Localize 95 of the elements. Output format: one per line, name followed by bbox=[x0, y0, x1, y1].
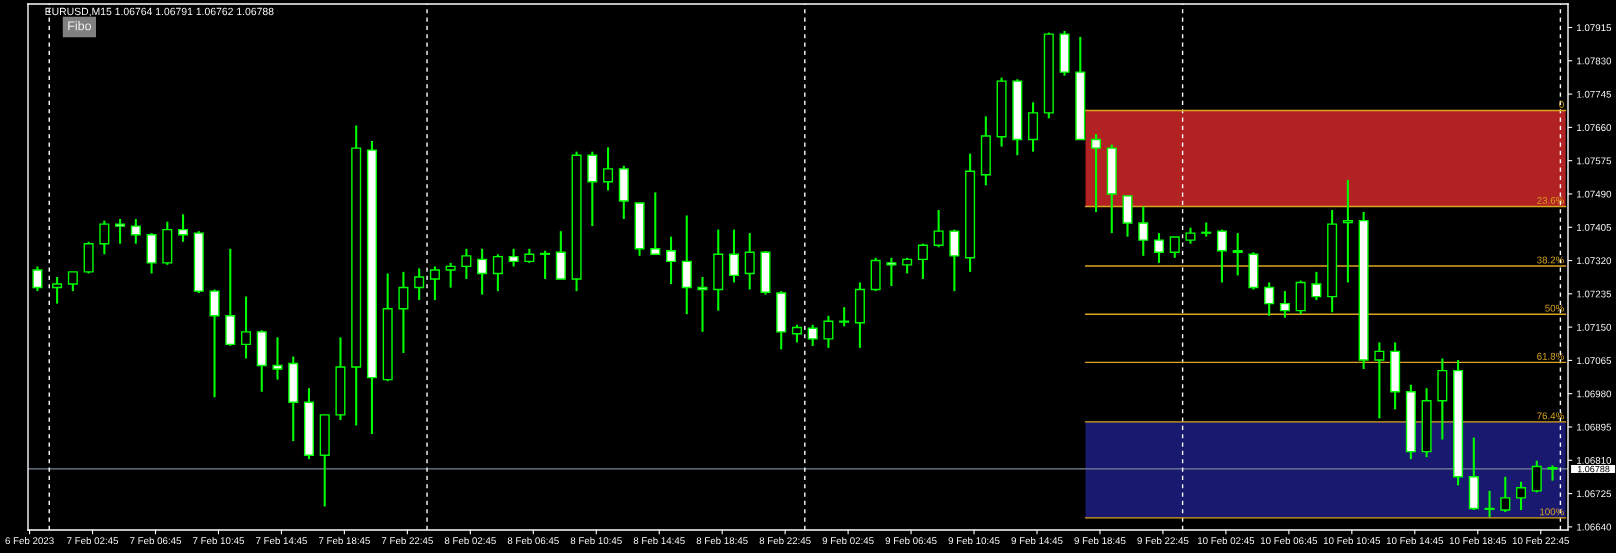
y-tick-label: 1.07915 bbox=[1577, 24, 1612, 32]
candlestick bbox=[886, 256, 897, 288]
x-tick-label: 7 Feb 14:45 bbox=[255, 536, 307, 545]
candlestick bbox=[1374, 341, 1385, 420]
x-tick-label: 10 Feb 22:45 bbox=[1512, 536, 1569, 545]
series-label: 50% bbox=[1545, 304, 1564, 312]
x-tick-label: 9 Feb 22:45 bbox=[1137, 536, 1189, 545]
x-tick-label: 10 Feb 06:45 bbox=[1260, 536, 1318, 545]
chart-title: EURUSD,M15 1.06764 1.06791 1.06762 1.06788 bbox=[45, 7, 274, 17]
x-tick-label: 9 Feb 02:45 bbox=[822, 536, 874, 545]
candlestick bbox=[1547, 464, 1558, 482]
x-tick-label: 8 Feb 10:45 bbox=[570, 536, 622, 545]
ref-line-label: 1.06788 bbox=[1577, 465, 1610, 473]
y-tick-label: 1.07660 bbox=[1577, 124, 1612, 131]
candlestick bbox=[1169, 236, 1180, 259]
x-tick-label: 10 Feb 14:45 bbox=[1386, 536, 1444, 545]
x-tick-label: 7 Feb 18:45 bbox=[318, 536, 370, 545]
annotation: Fibo bbox=[68, 21, 92, 31]
y-tick-label: 1.07150 bbox=[1577, 323, 1612, 331]
candlestick bbox=[1484, 489, 1495, 519]
candlestick bbox=[839, 306, 850, 328]
candlestick bbox=[67, 270, 78, 293]
y-tick-label: 1.07405 bbox=[1577, 223, 1612, 231]
candlestick bbox=[477, 247, 488, 296]
x-tick-label: 8 Feb 06:45 bbox=[507, 536, 559, 545]
x-tick-label: 7 Feb 10:45 bbox=[193, 536, 245, 545]
candlestick bbox=[115, 217, 126, 245]
y-tick-label: 1.07490 bbox=[1577, 190, 1612, 198]
candlestick bbox=[917, 242, 928, 280]
x-tick-label: 7 Feb 06:45 bbox=[130, 536, 182, 545]
y-tick-label: 1.06640 bbox=[1577, 523, 1612, 531]
candlestick bbox=[99, 219, 110, 256]
candlestick bbox=[414, 267, 425, 302]
y-tick-label: 1.06725 bbox=[1577, 490, 1612, 498]
series-label: 61.8% bbox=[1537, 352, 1564, 360]
candlestick bbox=[398, 270, 409, 355]
y-tick-label: 1.06980 bbox=[1577, 390, 1612, 398]
candlestick bbox=[272, 336, 283, 381]
candlestick bbox=[665, 235, 677, 286]
y-tick-label: 1.07745 bbox=[1577, 90, 1612, 98]
x-tick-label: 8 Feb 02:45 bbox=[444, 536, 496, 545]
x-tick-label: 9 Feb 14:45 bbox=[1011, 536, 1063, 545]
y-tick-label: 1.07830 bbox=[1577, 57, 1612, 65]
candlestick bbox=[461, 247, 472, 280]
candlestick bbox=[650, 191, 661, 256]
candlestick bbox=[1500, 475, 1511, 514]
candlestick bbox=[1516, 480, 1527, 512]
candlestick bbox=[728, 228, 740, 284]
candlestick bbox=[807, 323, 818, 347]
candlestick bbox=[933, 208, 944, 249]
x-tick-label: 10 Feb 10:45 bbox=[1323, 536, 1381, 545]
candlestick bbox=[1342, 178, 1353, 284]
series-label: 23.6% bbox=[1537, 196, 1564, 204]
candlestick bbox=[1232, 232, 1243, 277]
candlestick bbox=[52, 275, 63, 305]
candlestick bbox=[1138, 205, 1149, 257]
x-tick-label: 8 Feb 22:45 bbox=[759, 536, 811, 545]
x-tick-label: 9 Feb 18:45 bbox=[1074, 536, 1126, 545]
y-tick-label: 1.06895 bbox=[1577, 423, 1612, 431]
y-tick-label: 1.07235 bbox=[1577, 290, 1612, 298]
candlestick bbox=[445, 261, 456, 289]
y-tick-label: 1.07575 bbox=[1577, 157, 1612, 165]
candlestick bbox=[1311, 270, 1322, 302]
candlestick bbox=[1091, 132, 1102, 214]
candlestick bbox=[178, 213, 189, 243]
x-tick-label: 8 Feb 18:45 bbox=[696, 536, 748, 545]
y-tick-label: 1.07320 bbox=[1577, 257, 1612, 265]
candlestick bbox=[697, 275, 708, 333]
x-tick-label: 9 Feb 10:45 bbox=[948, 536, 1000, 545]
candlestick bbox=[603, 146, 614, 192]
x-tick-label: 7 Feb 02:45 bbox=[67, 536, 119, 545]
y-tick-label: 1.06810 bbox=[1577, 457, 1612, 464]
series-label: 100% bbox=[1540, 508, 1564, 516]
candlestick bbox=[823, 314, 834, 349]
x-tick-label: 7 Feb 22:45 bbox=[381, 536, 433, 545]
x-tick-label: 9 Feb 06:45 bbox=[885, 536, 937, 545]
series-label: 0 bbox=[1559, 101, 1564, 108]
candlestick bbox=[744, 232, 755, 291]
candlestick bbox=[130, 217, 141, 245]
candlestick bbox=[1153, 232, 1165, 264]
candlestick bbox=[32, 265, 43, 293]
y-tick-label: 1.07065 bbox=[1577, 357, 1612, 365]
series-label: 76.4% bbox=[1537, 412, 1564, 420]
candlestick bbox=[1279, 290, 1290, 319]
x-tick-label: 10 Feb 02:45 bbox=[1197, 536, 1255, 545]
candlestick bbox=[240, 295, 252, 360]
candlestick bbox=[1216, 228, 1227, 284]
candlestick bbox=[540, 249, 551, 280]
candlestick bbox=[492, 253, 503, 293]
x-tick-label: 6 Feb 2023 bbox=[5, 536, 54, 545]
x-tick-label: 8 Feb 14:45 bbox=[633, 536, 685, 545]
candlestick bbox=[1264, 281, 1275, 317]
candlestick bbox=[429, 265, 440, 302]
series-label: 38.2% bbox=[1537, 256, 1564, 264]
x-tick-label: 10 Feb 18:45 bbox=[1449, 536, 1506, 545]
